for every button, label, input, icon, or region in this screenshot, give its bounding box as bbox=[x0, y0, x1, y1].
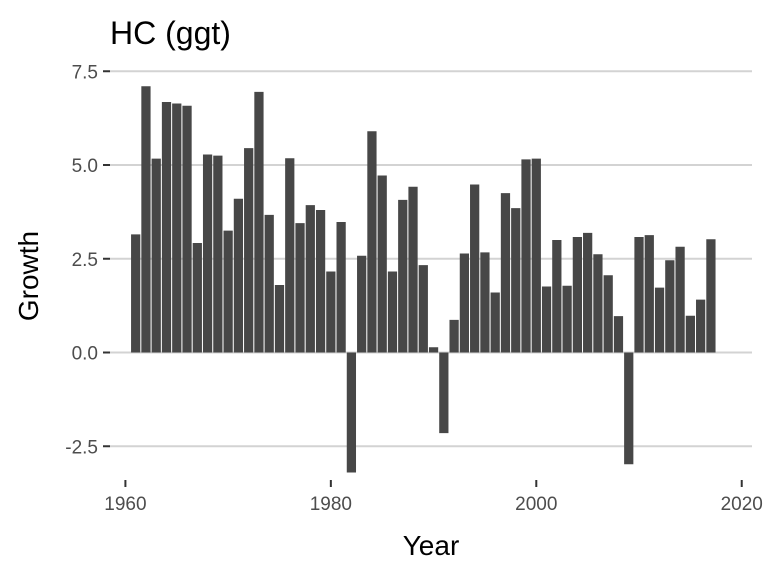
bar-1979 bbox=[315, 210, 326, 353]
bar-1975 bbox=[274, 285, 285, 353]
bar-1989 bbox=[418, 265, 428, 353]
bar-2009 bbox=[624, 352, 634, 465]
bar-1964 bbox=[161, 102, 172, 353]
y-tick-label: -2.5 bbox=[65, 437, 98, 458]
bar-2003 bbox=[562, 285, 572, 353]
bar-1962 bbox=[141, 86, 151, 353]
x-axis-title: Year bbox=[403, 530, 460, 561]
bar-1980 bbox=[326, 271, 336, 353]
bar-1990 bbox=[428, 347, 439, 353]
y-tick-label: 5.0 bbox=[72, 156, 98, 177]
bar-1994 bbox=[470, 184, 480, 353]
y-tick-label: 2.5 bbox=[72, 250, 98, 271]
bar-1972 bbox=[244, 148, 254, 353]
bar-1991 bbox=[439, 352, 449, 434]
bar-2012 bbox=[654, 287, 665, 353]
bar-1968 bbox=[202, 154, 213, 353]
x-tick-label: 1960 bbox=[104, 494, 146, 515]
bar-1965 bbox=[172, 103, 182, 353]
bar-1993 bbox=[459, 253, 470, 353]
bar-2011 bbox=[644, 235, 654, 353]
bar-1978 bbox=[305, 205, 315, 353]
bar-2002 bbox=[552, 240, 562, 353]
bar-1969 bbox=[213, 155, 223, 353]
bar-2006 bbox=[593, 254, 603, 353]
bar-1977 bbox=[295, 223, 305, 353]
bar-1974 bbox=[264, 214, 274, 353]
bar-1987 bbox=[398, 199, 408, 353]
bar-1984 bbox=[367, 131, 377, 353]
bar-2010 bbox=[634, 237, 644, 353]
bar-1983 bbox=[357, 255, 367, 353]
bar-2004 bbox=[572, 237, 582, 353]
bar-1982 bbox=[346, 352, 357, 473]
bar-1976 bbox=[285, 158, 295, 353]
bar-1966 bbox=[182, 105, 192, 353]
bars bbox=[131, 86, 716, 473]
bar-1961 bbox=[131, 234, 141, 353]
bar-1998 bbox=[511, 208, 521, 353]
bar-2008 bbox=[613, 316, 624, 353]
x-tick-label: 2000 bbox=[515, 494, 557, 515]
bar-2015 bbox=[685, 315, 695, 353]
bar-2017 bbox=[706, 239, 716, 353]
bar-1981 bbox=[336, 222, 346, 353]
chart-title: HC (ggt) bbox=[110, 15, 231, 51]
bar-1967 bbox=[192, 243, 202, 353]
x-tick-label: 2020 bbox=[721, 494, 763, 515]
y-tick-label: 7.5 bbox=[72, 62, 98, 83]
bar-2014 bbox=[675, 246, 685, 353]
axis-ticks: -2.5 0.0 2.5 5.0 7.5 1960 1980 2000 2020 bbox=[65, 62, 763, 515]
bar-2007 bbox=[603, 275, 613, 353]
bar-1999 bbox=[521, 159, 531, 353]
y-axis-title: Growth bbox=[13, 231, 44, 321]
y-tick-label: 0.0 bbox=[72, 344, 98, 365]
bar-2001 bbox=[541, 286, 552, 353]
bar-2000 bbox=[531, 158, 541, 353]
bar-1973 bbox=[254, 91, 264, 353]
bar-1963 bbox=[151, 158, 161, 353]
bar-1985 bbox=[377, 175, 387, 353]
bar-1988 bbox=[408, 186, 418, 353]
bar-1970 bbox=[223, 230, 233, 353]
bar-2005 bbox=[583, 232, 593, 353]
bar-1995 bbox=[480, 252, 490, 353]
x-tick-label: 1980 bbox=[310, 494, 352, 515]
bar-1992 bbox=[449, 319, 459, 353]
bar-1996 bbox=[490, 292, 500, 353]
bar-1971 bbox=[233, 198, 244, 353]
bar-1986 bbox=[387, 271, 398, 353]
bar-2016 bbox=[696, 299, 706, 353]
bar-2013 bbox=[665, 260, 675, 353]
bar-1997 bbox=[500, 193, 511, 353]
